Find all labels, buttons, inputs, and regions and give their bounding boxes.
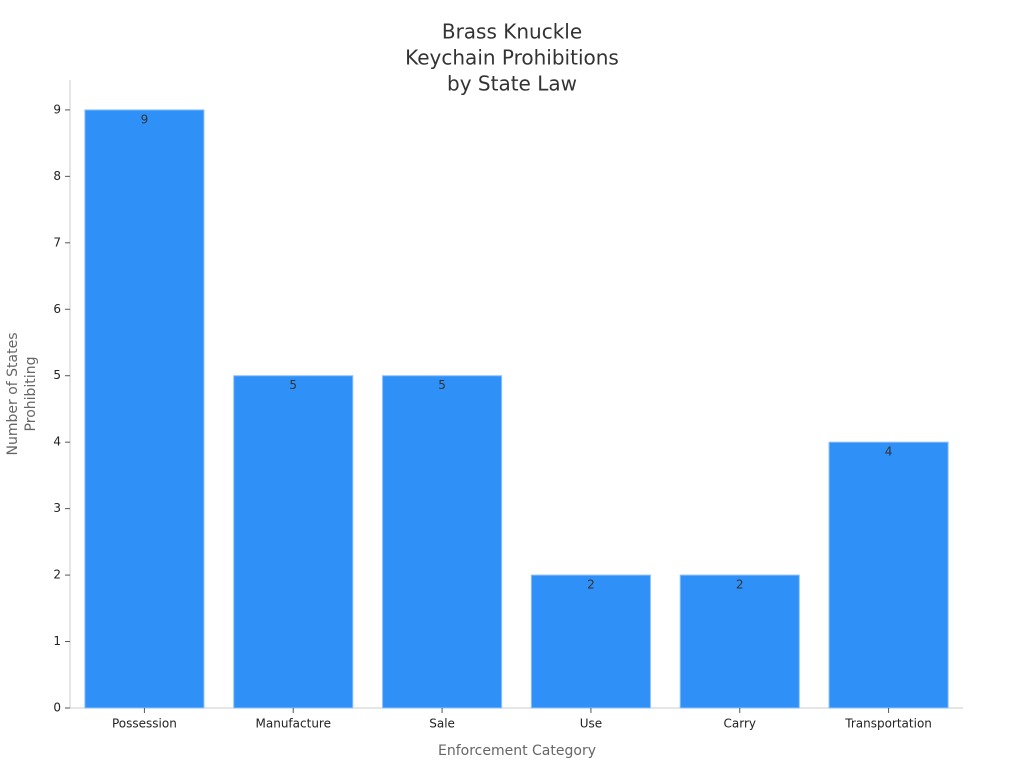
y-axis-label: Prohibiting (23, 357, 39, 432)
x-tick-label: Sale (429, 717, 455, 731)
x-tick-label: Transportation (844, 717, 932, 731)
y-tick-label: 7 (53, 235, 61, 249)
y-tick-label: 1 (53, 634, 61, 648)
x-tick-label: Use (580, 717, 602, 731)
y-tick-label: 8 (53, 169, 61, 183)
y-axis-label: Number of States (5, 333, 21, 456)
y-tick-label: 3 (53, 501, 61, 515)
y-tick-label: 0 (53, 701, 61, 715)
x-tick-label: Manufacture (256, 717, 331, 731)
value-label: 5 (289, 378, 297, 392)
y-tick-label: 5 (53, 368, 61, 382)
x-tick-label: Carry (724, 717, 757, 731)
chart-title: Brass Knuckle (442, 20, 582, 44)
bar (382, 375, 503, 709)
bar (530, 574, 651, 709)
y-tick-label: 9 (53, 102, 61, 116)
y-tick-label: 4 (53, 435, 61, 449)
x-tick-label: Possession (112, 717, 177, 731)
value-label: 5 (438, 378, 446, 392)
value-label: 4 (885, 445, 893, 459)
chart-title: by State Law (447, 72, 577, 96)
bar (679, 574, 800, 709)
bar (233, 375, 354, 709)
value-label: 9 (141, 112, 149, 126)
value-label: 2 (736, 578, 744, 592)
chart-title: Keychain Prohibitions (405, 46, 619, 70)
bar (84, 109, 205, 709)
bar (828, 441, 949, 709)
y-tick-label: 6 (53, 302, 61, 316)
y-tick-label: 2 (53, 568, 61, 582)
value-label: 2 (587, 578, 595, 592)
x-axis-label: Enforcement Category (438, 743, 596, 759)
